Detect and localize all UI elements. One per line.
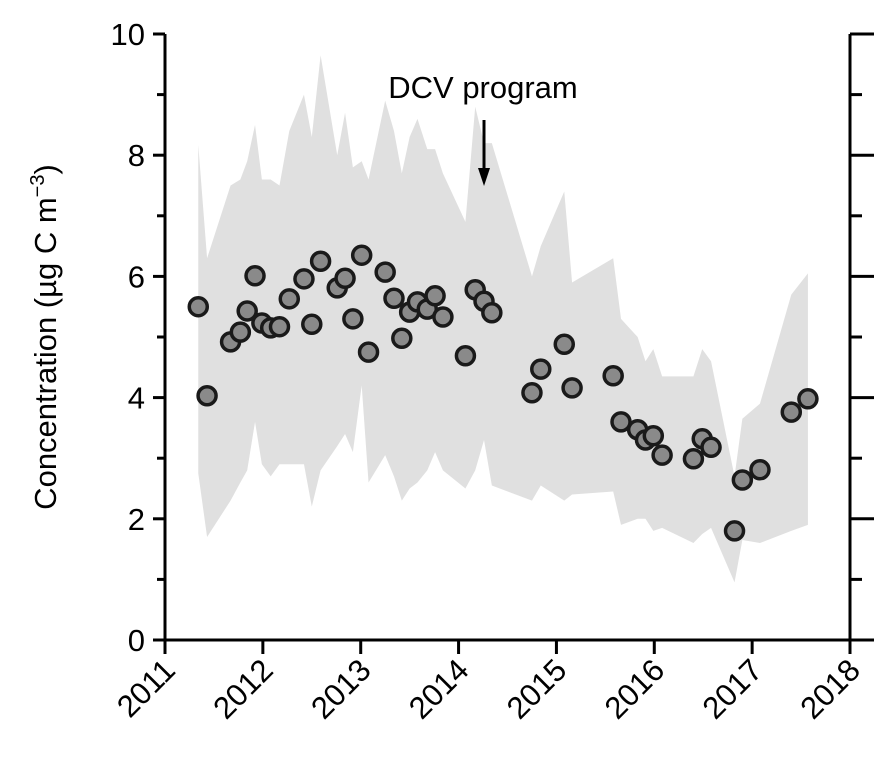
data-point [731,469,754,491]
y-tick-label: 10 [111,17,145,52]
data-point [374,261,396,283]
x-tick-label: 2015 [500,652,574,726]
data-point [424,285,446,307]
y-axis-label: Concentration (µg C m−3) [27,164,63,510]
data-point [383,287,405,309]
data-point [334,267,356,289]
data-point [481,302,503,324]
data-point [797,388,819,410]
y-label-suffix: ) [28,164,63,174]
data-point [278,288,301,310]
data-point [610,411,632,433]
data-point [342,308,364,330]
data-point [432,306,454,328]
x-tick-label: 2014 [402,652,476,726]
data-point [357,341,380,363]
range-band [198,55,808,583]
data-point [244,265,266,287]
data-point [229,321,252,343]
data-point [682,448,705,470]
data-point [268,315,291,338]
x-tick-label: 2017 [696,652,770,726]
y-tick-label: 0 [128,623,145,658]
data-point [700,436,722,459]
data-point [236,300,258,322]
y-tick-label: 4 [128,381,145,416]
x-tick-label: 2013 [304,652,378,726]
data-point [553,333,576,356]
data-point [196,385,218,407]
data-point [350,244,373,266]
x-tick-label: 2011 [110,652,182,724]
x-tick-label: 2018 [793,652,867,726]
data-point [301,313,323,336]
x-tick-label: 2016 [598,652,672,726]
data-point [391,327,413,349]
data-point [561,377,583,399]
data-point [723,520,746,542]
data-point [530,358,552,380]
y-label-main: Concentration (µg C m [28,197,63,509]
data-point [293,268,315,290]
annotation: DCV program [388,70,578,105]
data-point [749,458,771,481]
data-point [642,425,665,447]
data-point [602,365,624,387]
data-point [780,401,803,423]
data-point [187,295,210,318]
y-tick-label: 2 [128,502,145,537]
y-tick-label: 6 [128,259,145,294]
data-point [309,250,332,272]
annotation-arrowhead [478,168,491,186]
data-point [454,345,477,367]
x-tick-label: 2012 [206,652,280,726]
y-label-sup: −3 [27,175,49,198]
data-point [651,444,673,466]
y-tick-label: 8 [128,138,145,173]
data-point [521,382,543,404]
